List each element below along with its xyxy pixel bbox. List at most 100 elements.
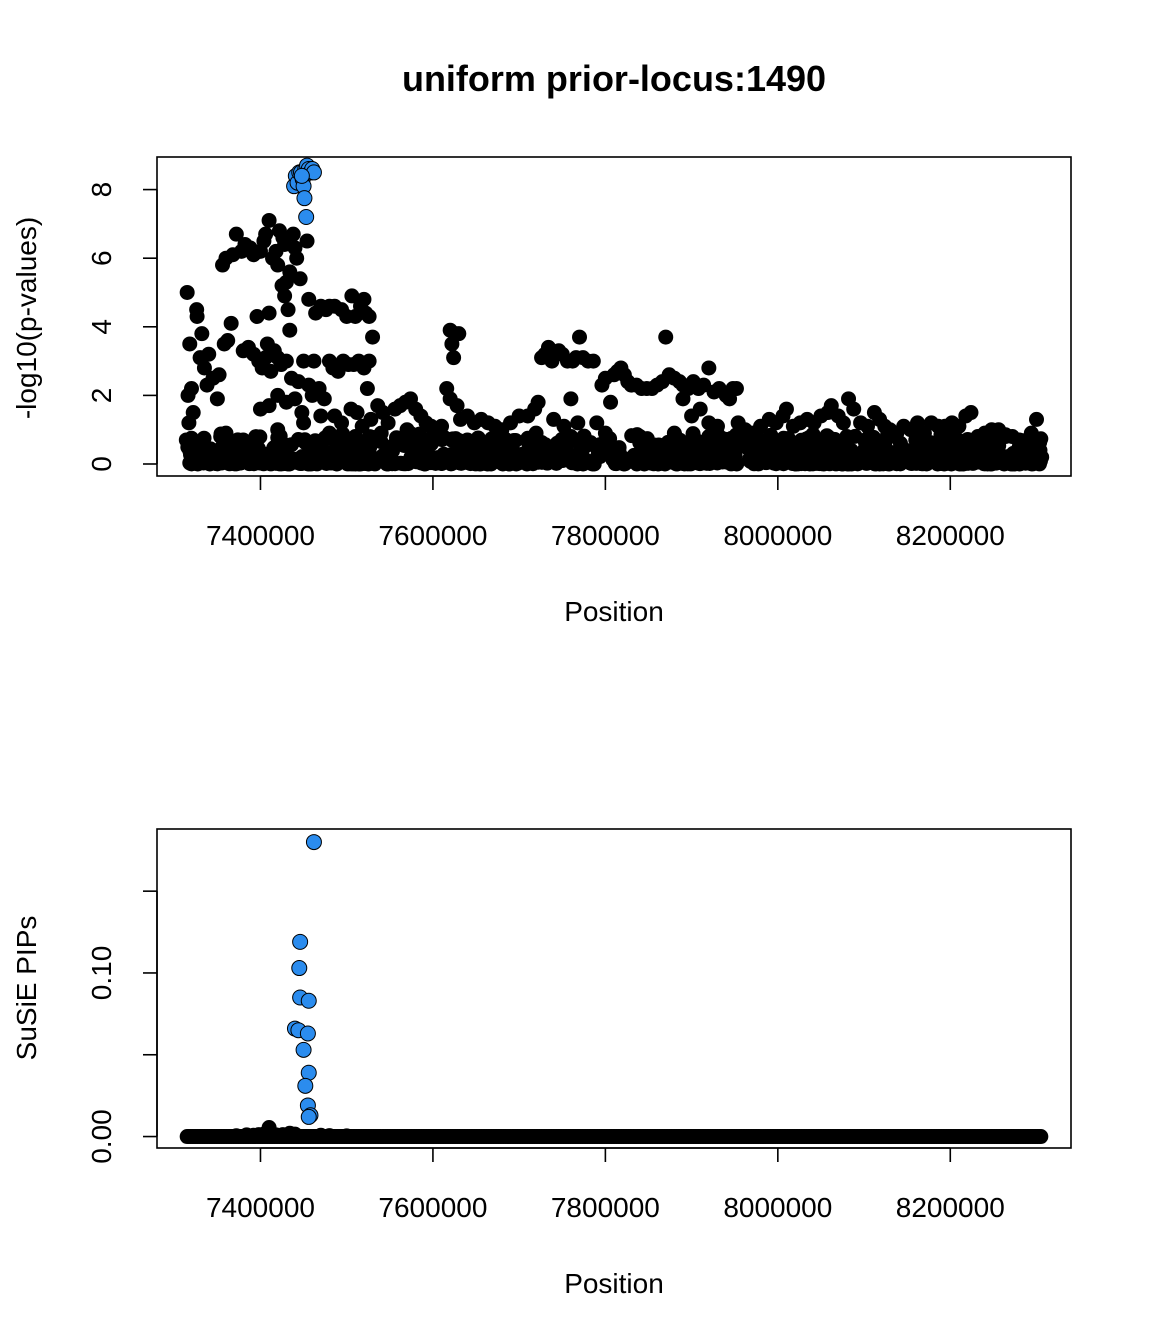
point — [459, 432, 475, 448]
point — [427, 454, 443, 470]
point — [361, 309, 377, 324]
point — [211, 367, 227, 383]
point — [185, 405, 201, 421]
point — [301, 291, 317, 307]
point — [575, 455, 591, 471]
y-tick-label: 4 — [86, 319, 117, 335]
point — [735, 432, 751, 448]
point — [908, 432, 924, 448]
data-points — [178, 157, 1050, 472]
point — [884, 454, 900, 470]
y-tick-label: 6 — [86, 250, 117, 266]
point — [977, 435, 993, 451]
y-axis-title: -log10(p-values) — [11, 217, 42, 419]
pip-panel: 7400000 7600000 7800000 8000000 8200000 0.00 0… — [11, 828, 1072, 1299]
point — [919, 439, 935, 455]
point — [448, 431, 464, 447]
point — [471, 433, 487, 449]
point — [651, 437, 667, 453]
point — [980, 456, 996, 472]
point — [261, 305, 277, 321]
credible-set-point — [293, 167, 310, 184]
point — [666, 425, 682, 441]
point — [334, 415, 350, 431]
point — [701, 360, 717, 376]
point — [349, 405, 365, 421]
point — [218, 425, 234, 441]
point — [341, 456, 357, 472]
point — [793, 439, 809, 455]
point — [292, 271, 308, 287]
point — [287, 391, 303, 407]
point — [282, 322, 298, 338]
point — [209, 391, 225, 407]
point — [280, 302, 296, 318]
point — [589, 415, 605, 431]
point — [692, 401, 708, 417]
point — [393, 433, 409, 449]
point — [913, 455, 929, 471]
point — [701, 429, 717, 445]
pvalue-panel: 7400000 7600000 7800000 8000000 8200000 0 2 4 6 8… — [11, 156, 1072, 627]
point — [194, 326, 210, 342]
point — [270, 422, 286, 438]
point — [1033, 1129, 1049, 1145]
point — [248, 437, 264, 453]
point — [306, 353, 322, 369]
credible-set-point — [300, 992, 317, 1009]
point — [360, 456, 376, 472]
point — [287, 1126, 303, 1142]
point — [407, 452, 423, 468]
point — [446, 350, 462, 366]
point — [434, 418, 450, 434]
point — [297, 435, 313, 451]
point — [1018, 455, 1034, 471]
x-tick-label: 7800000 — [551, 1192, 660, 1223]
y-tick-label: 0.00 — [86, 1109, 117, 1164]
point — [479, 456, 495, 472]
point — [618, 454, 634, 470]
point — [449, 398, 465, 414]
y-tick-label: 0 — [86, 456, 117, 472]
point — [399, 422, 415, 438]
data-points — [179, 834, 1049, 1145]
point — [860, 418, 876, 434]
credible-set-point — [291, 960, 308, 977]
point — [1023, 425, 1039, 441]
point — [1001, 451, 1017, 467]
point — [296, 353, 312, 369]
credible-set-point — [300, 1108, 317, 1125]
point — [313, 408, 329, 424]
point — [258, 226, 274, 242]
point — [344, 288, 360, 304]
point — [196, 360, 212, 376]
x-tick-label: 8000000 — [723, 1192, 832, 1223]
point — [570, 415, 586, 431]
point — [804, 432, 820, 448]
point — [363, 411, 379, 427]
point — [304, 387, 320, 403]
point — [299, 233, 315, 249]
point — [323, 445, 339, 461]
point — [708, 454, 724, 470]
x-tick-label: 8200000 — [896, 520, 1005, 551]
point — [530, 394, 546, 410]
point — [635, 450, 651, 466]
point — [597, 425, 613, 441]
y-axis-title: SuSiE PIPs — [11, 916, 42, 1061]
point — [296, 415, 312, 431]
point — [668, 436, 684, 452]
point — [632, 429, 648, 445]
point — [963, 405, 979, 421]
point — [189, 309, 205, 324]
chart-title: uniform prior-locus:1490 — [401, 58, 827, 99]
point — [211, 442, 227, 458]
point — [273, 438, 289, 454]
point — [933, 443, 949, 459]
point — [592, 437, 608, 453]
point — [321, 1128, 337, 1144]
point — [873, 435, 889, 451]
point — [339, 1128, 355, 1144]
point — [183, 455, 199, 471]
point — [930, 456, 946, 472]
